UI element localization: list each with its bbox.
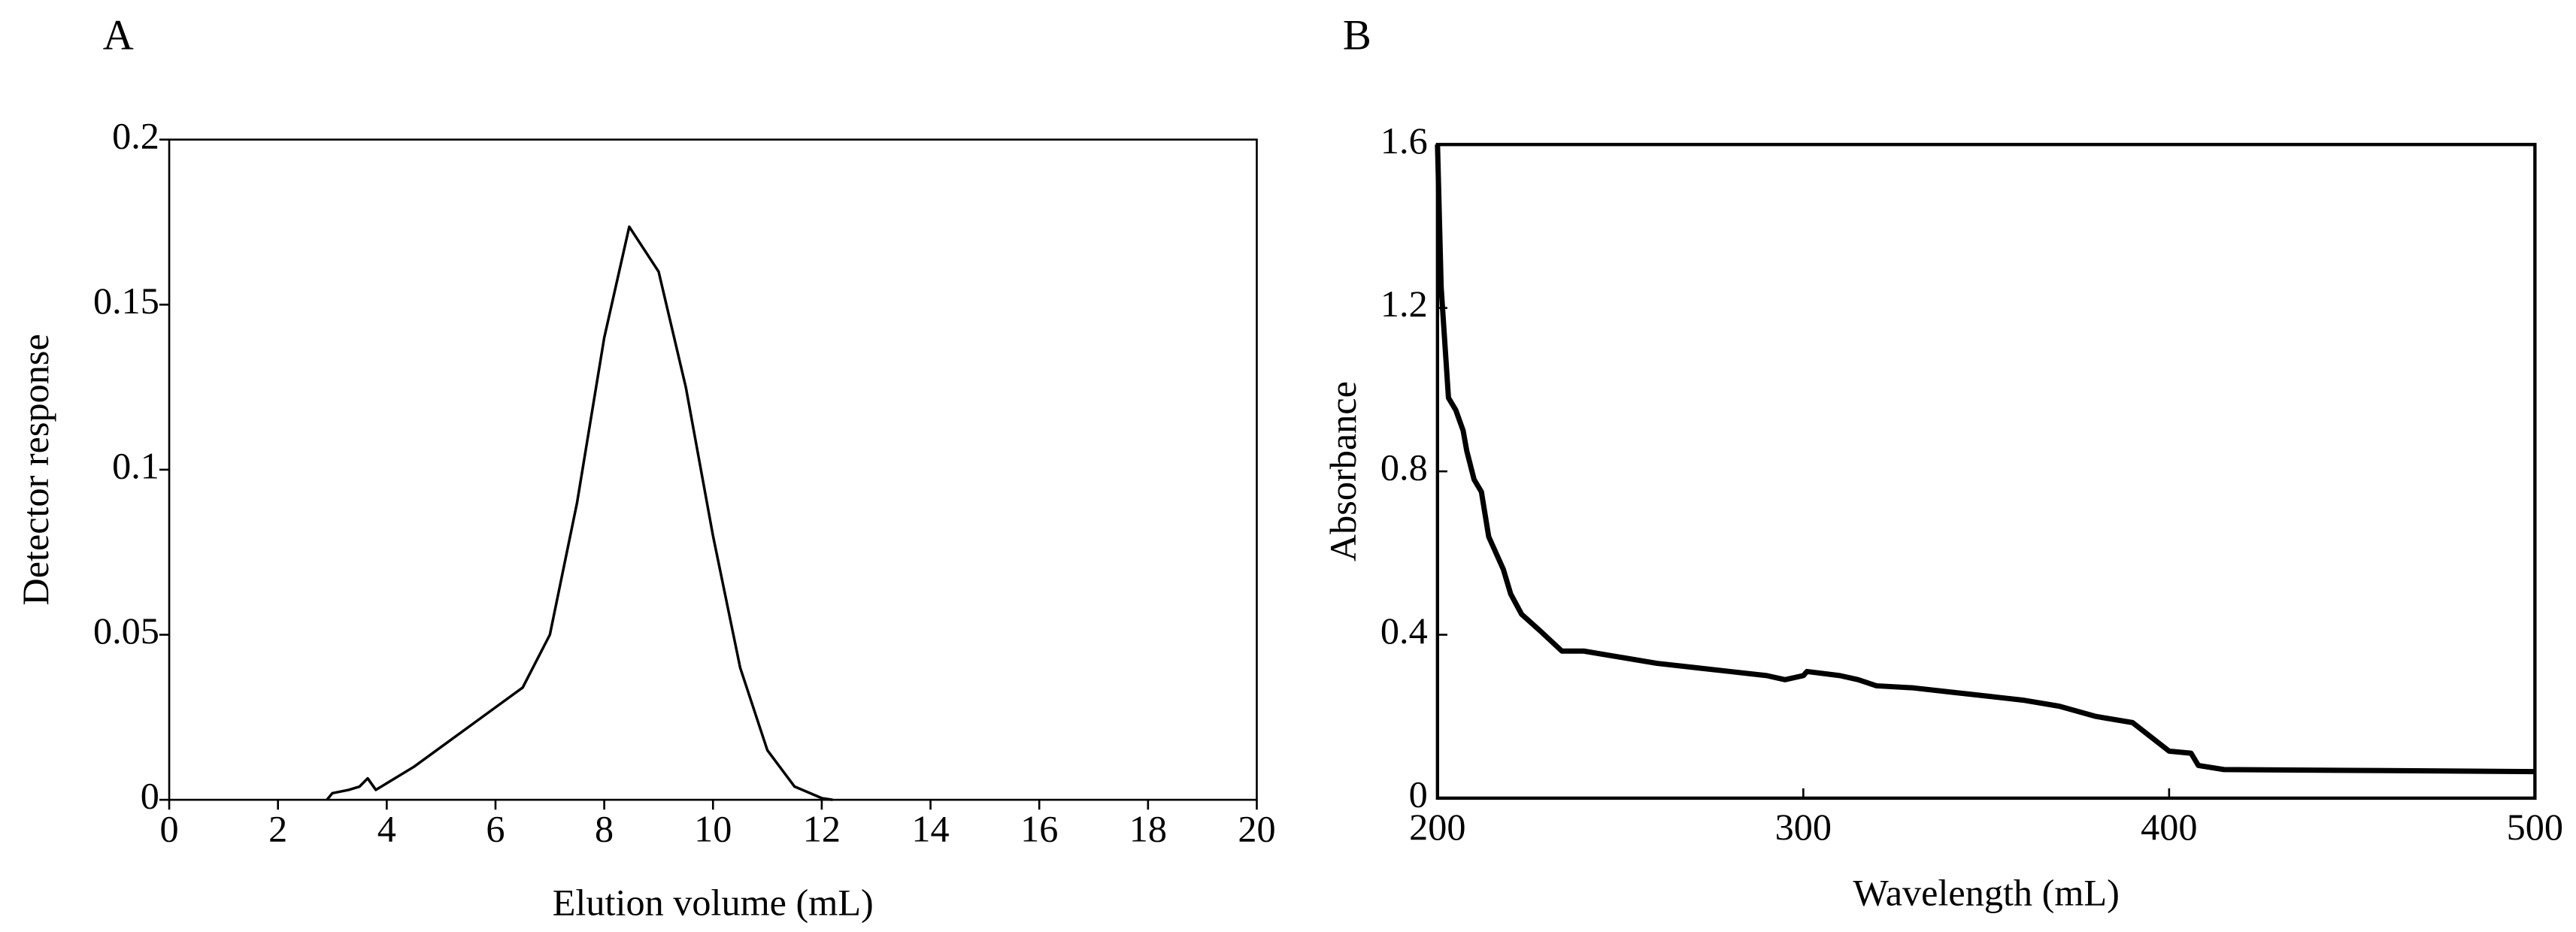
x-axis-label: Wavelength (mL) [1853,872,2120,914]
x-tick-label: 12 [803,807,841,849]
x-tick-label: 14 [911,807,949,849]
y-tick-label: 0 [141,775,159,817]
data-line [1435,144,2535,775]
y-tick-label: 0.2 [112,114,159,156]
y-tick-label: 1.2 [1380,283,1428,325]
y-tick-label: 0.4 [1380,610,1428,652]
y-tick-label: 0 [1409,773,1428,815]
x-tick-label: 6 [486,807,505,849]
x-tick-label: 300 [1775,806,1832,848]
plot-frame [1435,143,2537,800]
y-axis-label: Absorbance [1322,381,1364,561]
x-tick-label: 16 [1020,807,1058,849]
x-tick-label: 18 [1129,807,1167,849]
data-line [326,225,833,801]
x-tick-label: 4 [377,807,396,849]
y-tick-label: 0.05 [93,610,159,652]
panel-label: A [103,11,134,59]
x-tick-label: 200 [1409,806,1465,848]
plot-frame [168,138,1258,801]
y-tick-label: 0.15 [93,280,159,322]
x-tick-label: 500 [2507,806,2563,848]
y-tick-label: 0.8 [1380,446,1428,489]
x-tick-label: 400 [2141,806,2197,848]
x-axis-label: Elution volume (mL) [553,882,874,924]
panel-label: B [1343,11,1371,59]
x-tick-label: 0 [159,807,178,849]
x-tick-label: 8 [595,807,614,849]
y-axis-label: Detector response [14,334,56,605]
y-tick-label: 0.1 [112,444,159,486]
x-tick-label: 20 [1238,807,1275,849]
x-tick-label: 10 [694,807,732,849]
y-tick-label: 1.6 [1380,120,1428,162]
x-tick-label: 2 [268,807,287,849]
